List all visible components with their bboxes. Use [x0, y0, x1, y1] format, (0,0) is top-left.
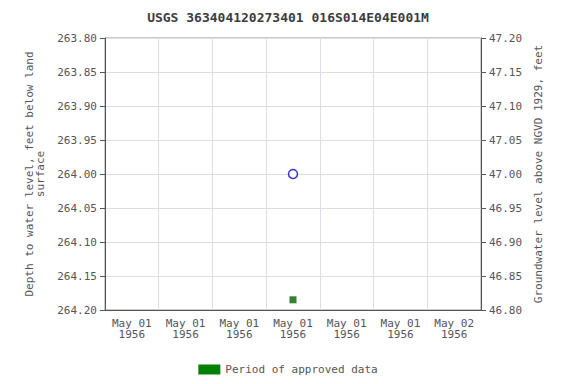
svg-text:264.10: 264.10	[57, 236, 97, 249]
svg-text:46.85: 46.85	[489, 270, 522, 283]
svg-text:47.10: 47.10	[489, 100, 522, 113]
svg-text:264.05: 264.05	[57, 202, 97, 215]
svg-text:47.15: 47.15	[489, 66, 522, 79]
svg-text:47.05: 47.05	[489, 134, 522, 147]
svg-text:May 01: May 01	[273, 317, 313, 330]
svg-text:47.20: 47.20	[489, 32, 522, 45]
svg-text:1956: 1956	[333, 328, 360, 341]
svg-text:May 02: May 02	[434, 317, 474, 330]
svg-text:46.90: 46.90	[489, 236, 522, 249]
svg-text:Groundwater level above NGVD 1: Groundwater level above NGVD 1929, feet	[532, 45, 545, 303]
svg-text:surface: surface	[34, 151, 47, 197]
svg-text:1956: 1956	[226, 328, 253, 341]
svg-text:263.95: 263.95	[57, 134, 97, 147]
svg-text:1956: 1956	[119, 328, 146, 341]
svg-text:47.00: 47.00	[489, 168, 522, 181]
svg-text:263.90: 263.90	[57, 100, 97, 113]
svg-text:Period of approved data: Period of approved data	[225, 363, 377, 376]
svg-text:46.80: 46.80	[489, 304, 522, 317]
svg-text:1956: 1956	[172, 328, 199, 341]
svg-text:May 01: May 01	[326, 317, 367, 330]
svg-text:263.80: 263.80	[57, 32, 97, 45]
svg-text:May 01: May 01	[380, 317, 421, 330]
svg-text:263.85: 263.85	[57, 66, 97, 79]
svg-text:264.15: 264.15	[57, 270, 97, 283]
svg-text:1956: 1956	[387, 328, 414, 341]
svg-text:May 01: May 01	[219, 317, 260, 330]
svg-text:USGS 363404120273401 016S014E0: USGS 363404120273401 016S014E04E001M	[147, 10, 429, 25]
svg-text:Depth to water level, feet bel: Depth to water level, feet below land	[23, 51, 37, 297]
svg-text:264.00: 264.00	[57, 168, 97, 181]
svg-text:1956: 1956	[441, 328, 468, 341]
svg-text:May 01: May 01	[112, 317, 152, 330]
svg-text:264.20: 264.20	[57, 304, 97, 317]
svg-text:46.95: 46.95	[489, 202, 522, 215]
svg-text:1956: 1956	[280, 328, 307, 341]
svg-text:May 01: May 01	[165, 317, 206, 330]
